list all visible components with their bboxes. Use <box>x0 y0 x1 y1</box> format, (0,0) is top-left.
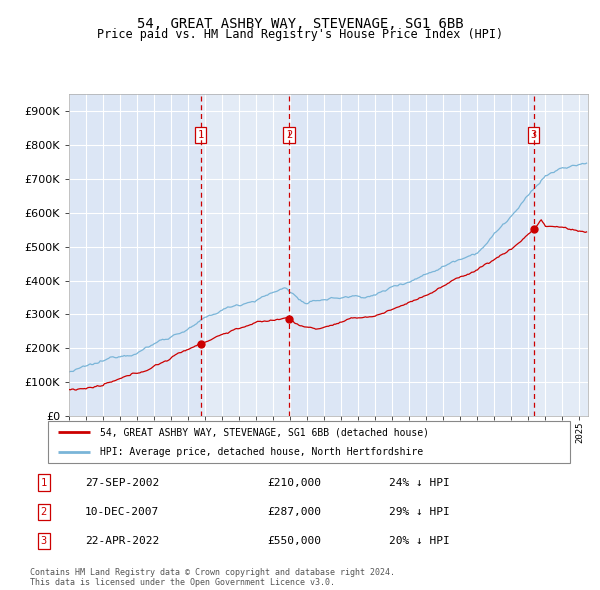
Text: 54, GREAT ASHBY WAY, STEVENAGE, SG1 6BB (detached house): 54, GREAT ASHBY WAY, STEVENAGE, SG1 6BB … <box>100 427 429 437</box>
Text: 29% ↓ HPI: 29% ↓ HPI <box>389 507 449 517</box>
Text: 24% ↓ HPI: 24% ↓ HPI <box>389 477 449 487</box>
Text: £287,000: £287,000 <box>268 507 322 517</box>
FancyBboxPatch shape <box>48 421 570 463</box>
Text: 20% ↓ HPI: 20% ↓ HPI <box>389 536 449 546</box>
Text: Contains HM Land Registry data © Crown copyright and database right 2024.
This d: Contains HM Land Registry data © Crown c… <box>30 568 395 587</box>
Text: 10-DEC-2007: 10-DEC-2007 <box>85 507 160 517</box>
Text: 3: 3 <box>41 536 47 546</box>
Text: HPI: Average price, detached house, North Hertfordshire: HPI: Average price, detached house, Nort… <box>100 447 424 457</box>
Text: 27-SEP-2002: 27-SEP-2002 <box>85 477 160 487</box>
Bar <box>534 94 588 416</box>
Text: 1: 1 <box>41 477 47 487</box>
Text: 2: 2 <box>41 507 47 517</box>
Text: £210,000: £210,000 <box>268 477 322 487</box>
Text: 22-APR-2022: 22-APR-2022 <box>85 536 160 546</box>
Text: 54, GREAT ASHBY WAY, STEVENAGE, SG1 6BB: 54, GREAT ASHBY WAY, STEVENAGE, SG1 6BB <box>137 17 463 31</box>
Text: 2: 2 <box>286 130 292 140</box>
Text: Price paid vs. HM Land Registry's House Price Index (HPI): Price paid vs. HM Land Registry's House … <box>97 28 503 41</box>
Text: 1: 1 <box>197 130 204 140</box>
Text: 3: 3 <box>530 130 537 140</box>
Bar <box>201 94 289 416</box>
Text: £550,000: £550,000 <box>268 536 322 546</box>
